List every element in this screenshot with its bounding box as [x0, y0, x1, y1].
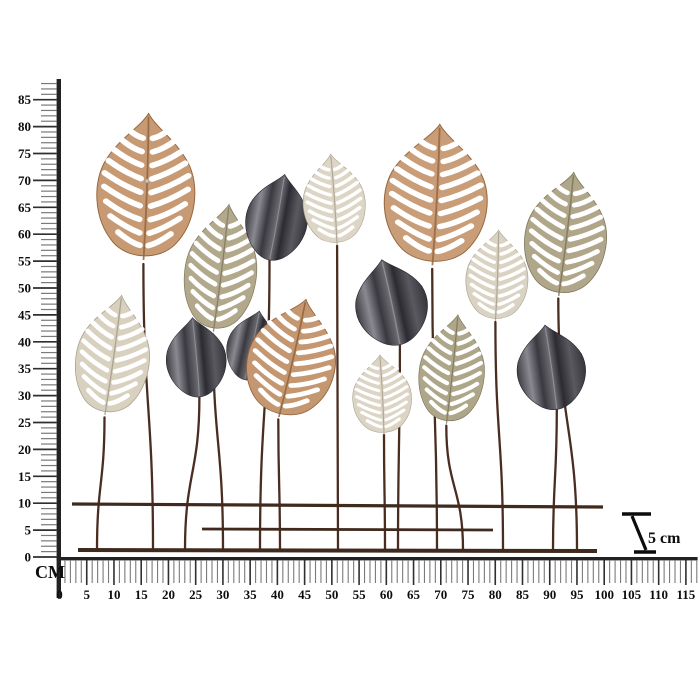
leaf-stem: [277, 418, 282, 552]
horizontal-ruler-label: 70: [434, 587, 447, 602]
horizontal-ruler-label: 25: [189, 587, 203, 602]
horizontal-ruler-label: 75: [462, 587, 476, 602]
horizontal-ruler-label: 30: [216, 587, 229, 602]
leaf-cream-lower-mid: [348, 351, 416, 438]
horizontal-ruler-label: 5: [83, 587, 90, 602]
vertical-ruler-bar: [56, 79, 61, 598]
vertical-ruler-label: 5: [25, 523, 32, 538]
base-rail: [71, 502, 604, 509]
vertical-ruler-label: 45: [18, 307, 32, 322]
horizontal-ruler-label: 115: [677, 587, 696, 602]
vertical-ruler-label: 65: [18, 200, 32, 215]
horizontal-ruler-label: 85: [516, 587, 530, 602]
vertical-ruler-label: 55: [18, 254, 32, 269]
vertical-ruler-label: 25: [18, 415, 32, 430]
leaf-stem: [95, 416, 106, 552]
leaf-stem: [494, 320, 505, 552]
vertical-ruler-label: 30: [18, 388, 31, 403]
horizontal-ruler-label: 35: [244, 587, 258, 602]
vertical-ruler-label: 60: [18, 227, 31, 242]
horizontal-ruler-label: 110: [649, 587, 668, 602]
leaf-stem: [382, 433, 387, 552]
horizontal-ruler-label: 50: [325, 587, 338, 602]
leaf-stem: [142, 262, 155, 552]
horizontal-ruler-label: 60: [380, 587, 393, 602]
horizontal-ruler-label: 65: [407, 587, 421, 602]
vertical-ruler-label: 50: [18, 281, 31, 296]
vertical-ruler-label: 10: [18, 496, 31, 511]
horizontal-ruler: 0 5 10 15 20 25 30 35 40 45 50 55 60 65 70 75 80 85 90 95 10…: [56, 557, 698, 602]
leaf-taupe-upper-right: [518, 167, 614, 300]
horizontal-ruler-label: 0: [56, 587, 63, 602]
hanging-hole: [144, 178, 150, 184]
vertical-ruler-label: 85: [18, 92, 32, 107]
leaf-cream-upper-mid: [297, 150, 370, 250]
vertical-ruler-label: 75: [18, 146, 32, 161]
leaf-taupe-lower-right: [414, 311, 490, 427]
horizontal-ruler-label: 95: [570, 587, 584, 602]
vertical-ruler-label: 80: [18, 119, 31, 134]
leaf-dark-center: [346, 251, 436, 353]
horizontal-ruler-label: 15: [135, 587, 149, 602]
leaf-stem: [335, 244, 340, 552]
horizontal-ruler-label: 10: [107, 587, 120, 602]
horizontal-ruler-label: 55: [353, 587, 367, 602]
leaf-copper-large-right: [381, 122, 491, 268]
ruler-unit-label: CM: [35, 562, 65, 582]
vertical-ruler-label: 0: [25, 550, 32, 565]
leaf-copper-lower-mid: [236, 289, 349, 427]
leaf-stem: [183, 395, 201, 552]
depth-indicator: 5 cm: [622, 512, 681, 554]
horizontal-ruler-label: 80: [489, 587, 502, 602]
product-base-rails: [71, 502, 604, 553]
leaf-stem: [445, 424, 465, 552]
leaf-stem: [551, 408, 558, 552]
vertical-ruler-label: 15: [18, 469, 32, 484]
vertical-ruler-label: 70: [18, 173, 31, 188]
horizontal-ruler-label: 90: [543, 587, 556, 602]
base-rail: [77, 548, 598, 553]
vertical-ruler-label: 35: [18, 361, 32, 376]
base-rail: [201, 527, 494, 532]
horizontal-ruler-bar: [56, 557, 698, 561]
depth-indicator-diagonal: [630, 515, 648, 551]
horizontal-ruler-label: 20: [162, 587, 175, 602]
horizontal-ruler-label: 40: [271, 587, 284, 602]
leaf-cream-mid-right: [462, 227, 532, 325]
horizontal-ruler-label: 100: [594, 587, 614, 602]
product-leaves: [68, 112, 614, 438]
depth-indicator-label: 5 cm: [648, 530, 681, 547]
horizontal-ruler-label: 45: [298, 587, 312, 602]
leaf-dark-lower-far-right: [510, 319, 592, 415]
horizontal-ruler-label: 105: [622, 587, 642, 602]
vertical-ruler-label: 40: [18, 334, 31, 349]
vertical-ruler-label: 20: [18, 442, 31, 457]
leaf-copper-large-left: [95, 112, 198, 262]
